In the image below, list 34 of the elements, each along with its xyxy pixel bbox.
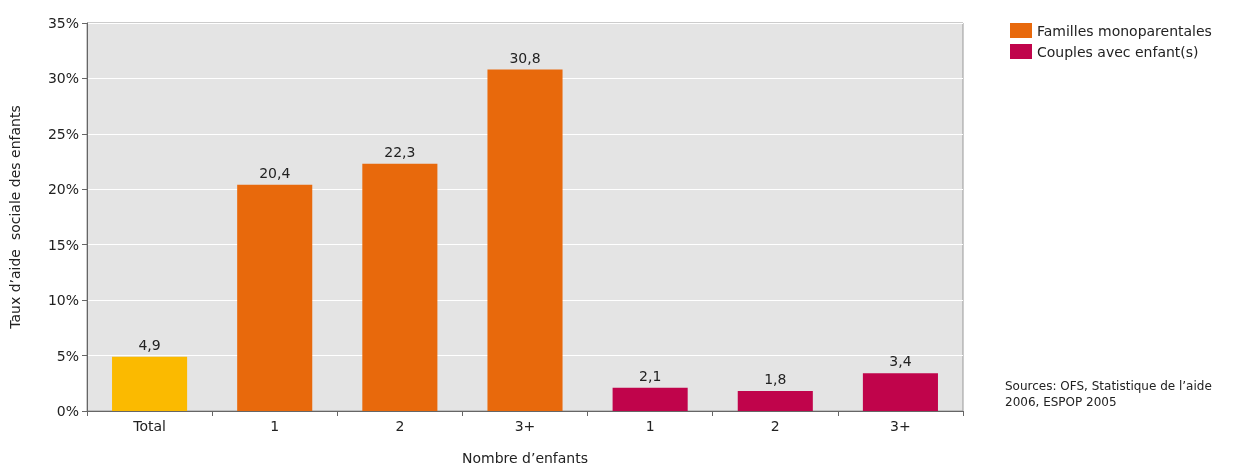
x-tick-label: 1 [645,418,655,434]
y-tick-label: 25% [47,125,79,142]
data-label: 1,8 [764,371,787,388]
data-label: 22,3 [384,143,416,160]
bar [737,391,813,411]
bar [612,387,688,411]
y-tick-label: 0% [56,403,79,419]
x-tick-label: Total [132,418,166,434]
x-axis-title: Nombre d’enfants [461,450,589,466]
x-tick-label: 3+ [890,418,911,434]
legend-label: Familles monoparentales [1037,22,1212,39]
data-label: 20,4 [259,164,291,181]
legend-label: Couples avec enfant(s) [1037,43,1199,60]
source-note: Sources: OFS, Statistique de l’aide 2006, ESPOP 2005 [1005,379,1212,409]
data-label: 4,9 [138,336,161,353]
y-axis-title: Taux d’aide sociale des enfants [7,105,23,330]
bar [237,184,313,411]
x-tick-label: 2 [770,418,780,434]
y-tick-label: 15% [47,236,79,253]
data-label: 30,8 [509,49,541,66]
x-tick-label: 1 [270,418,280,434]
data-label: 2,1 [639,367,662,384]
bar [112,356,188,411]
y-tick-label: 20% [47,181,79,198]
x-tick-label: 2 [395,418,405,434]
y-tick-label: 35% [47,15,79,31]
bar [362,163,438,411]
bar [862,373,938,411]
bar [487,69,563,411]
y-tick-label: 10% [47,292,79,309]
y-tick-label: 30% [47,70,79,87]
y-tick-label: 5% [56,347,79,364]
data-label: 3,4 [889,353,912,370]
x-tick-label: 3+ [514,418,536,434]
